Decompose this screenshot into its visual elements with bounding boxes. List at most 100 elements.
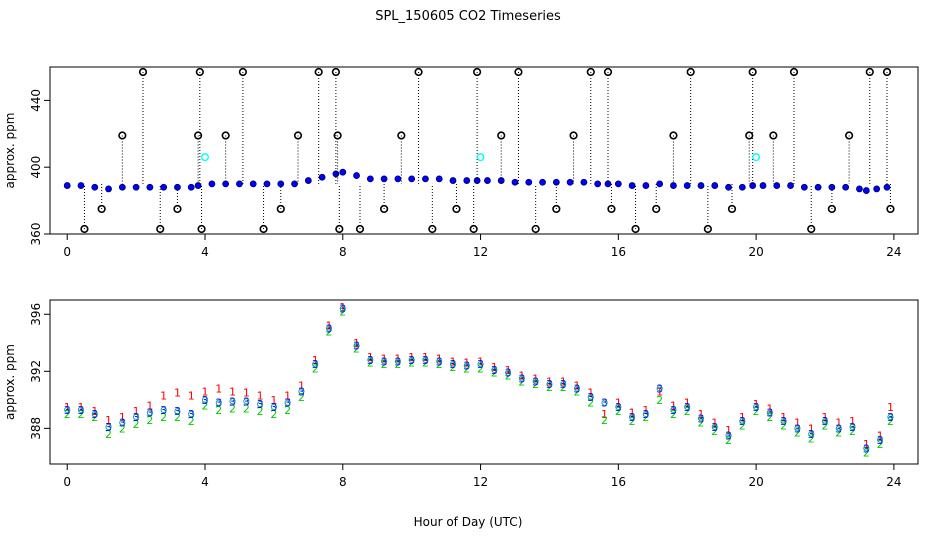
data-point: 2 xyxy=(794,427,801,440)
data-point: 3 xyxy=(353,340,360,353)
data-point: 2 xyxy=(436,358,443,371)
data-point xyxy=(873,185,881,193)
data-point: 3 xyxy=(202,394,209,407)
data-point xyxy=(749,182,757,189)
data-point-ring xyxy=(215,399,222,406)
data-point xyxy=(883,183,891,191)
data-point xyxy=(711,182,719,189)
data-point xyxy=(138,67,148,77)
data-point-ring xyxy=(821,418,829,425)
data-point: 1 xyxy=(243,387,250,400)
data-point: 2 xyxy=(560,381,567,394)
data-point: 2 xyxy=(753,405,760,418)
data-point: 3 xyxy=(835,422,842,435)
data-point xyxy=(628,182,636,189)
data-point: 2 xyxy=(863,447,870,460)
data-point: 1 xyxy=(119,411,126,424)
data-point: 3 xyxy=(711,421,718,434)
data-point: 1 xyxy=(202,385,209,398)
x-tick-label: 24 xyxy=(886,475,901,489)
data-point: 2 xyxy=(601,414,608,427)
data-point: 2 xyxy=(822,419,829,432)
data-point-ring xyxy=(835,425,842,432)
data-point: 1 xyxy=(656,385,663,398)
data-point: 3 xyxy=(532,375,539,388)
data-point: 1 xyxy=(684,397,691,410)
data-point-ring xyxy=(560,381,567,388)
data-point xyxy=(727,204,737,214)
data-point: 3 xyxy=(780,415,787,428)
data-point-ring xyxy=(284,399,291,406)
data-point xyxy=(366,175,374,183)
data-point: 2 xyxy=(532,378,539,391)
data-point xyxy=(91,183,99,191)
series-circle-cyan xyxy=(200,153,761,162)
data-point-ring xyxy=(367,356,374,363)
data-point: 1 xyxy=(298,380,305,393)
data-point-ring xyxy=(174,408,181,415)
data-point: 2 xyxy=(615,405,622,418)
data-point xyxy=(118,131,127,140)
data-point xyxy=(97,204,106,214)
data-point: 2 xyxy=(146,414,153,427)
data-point xyxy=(787,182,794,189)
data-point xyxy=(631,224,640,234)
data-point: 2 xyxy=(887,415,894,428)
data-point xyxy=(497,131,506,140)
data-point-ring xyxy=(394,358,401,365)
data-point: 1 xyxy=(877,429,884,442)
x-tick-label: 4 xyxy=(201,475,209,489)
data-point: 2 xyxy=(270,408,277,421)
data-point xyxy=(800,183,808,191)
data-point-ring xyxy=(160,406,167,413)
data-point xyxy=(277,180,285,188)
y-tick-label: 396 xyxy=(29,303,43,326)
data-point xyxy=(208,180,216,188)
data-point: 2 xyxy=(684,405,691,418)
data-point: 2 xyxy=(367,357,374,370)
data-point: 3 xyxy=(119,417,126,430)
data-point: 2 xyxy=(642,411,649,424)
data-point-ring xyxy=(491,366,498,373)
data-point: 2 xyxy=(725,434,732,447)
series-circle-black-outlier xyxy=(80,67,895,234)
data-point: 3 xyxy=(601,397,608,410)
data-point: 3 xyxy=(887,411,894,424)
data-point: 3 xyxy=(436,355,443,368)
data-point: 3 xyxy=(312,358,319,371)
data-point: 1 xyxy=(822,411,829,424)
data-point xyxy=(146,183,154,191)
series-circle-blue xyxy=(63,168,891,194)
data-point xyxy=(355,224,365,234)
data-point: 3 xyxy=(574,382,581,395)
data-point xyxy=(435,175,443,183)
data-point-ring xyxy=(697,415,705,422)
data-point: 2 xyxy=(119,422,126,435)
data-point: 2 xyxy=(133,418,140,431)
x-tick-label: 20 xyxy=(748,475,763,489)
data-point: 3 xyxy=(257,398,264,411)
data-point xyxy=(428,224,437,234)
data-point: 2 xyxy=(422,357,429,370)
data-point-ring xyxy=(518,375,525,382)
data-point: 1 xyxy=(146,400,153,413)
data-point xyxy=(769,131,778,140)
data-point xyxy=(607,204,616,214)
data-point: 3 xyxy=(133,411,140,424)
data-point: 3 xyxy=(629,411,636,424)
data-point-ring xyxy=(243,398,250,405)
x-tick-label: 24 xyxy=(886,245,901,259)
data-point-ring xyxy=(270,403,277,411)
data-point: 3 xyxy=(174,405,181,418)
data-point xyxy=(594,180,602,188)
data-point: 2 xyxy=(229,402,236,415)
data-point: 3 xyxy=(877,434,884,447)
data-point xyxy=(703,224,712,234)
data-point-ring xyxy=(766,409,773,416)
data-point-ring xyxy=(780,418,787,425)
data-point: 3 xyxy=(394,355,401,368)
data-point-ring xyxy=(64,406,71,413)
data-point xyxy=(380,204,389,214)
x-tick-label: 8 xyxy=(339,245,347,259)
